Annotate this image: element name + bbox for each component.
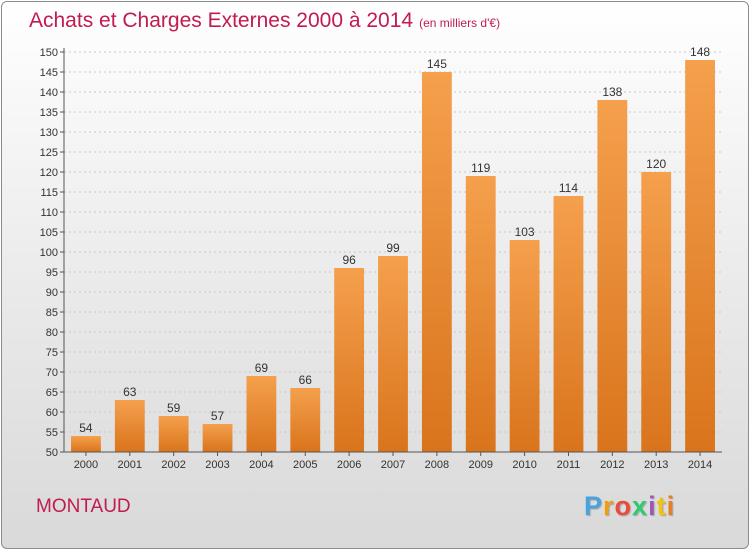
bar <box>509 240 540 452</box>
y-tick-label: 95 <box>46 267 58 279</box>
x-tick-label: 2004 <box>249 459 273 471</box>
data-label: 54 <box>79 421 93 435</box>
data-label: 57 <box>211 409 225 423</box>
x-tick-label: 2007 <box>381 459 405 471</box>
bar <box>334 268 365 452</box>
y-tick-label: 60 <box>46 407 58 419</box>
data-label: 103 <box>515 225 535 239</box>
y-tick-label: 50 <box>46 447 58 459</box>
x-tick-label: 2014 <box>688 459 712 471</box>
data-label: 69 <box>255 361 269 375</box>
bar <box>685 60 715 452</box>
y-tick-label: 65 <box>46 387 58 399</box>
y-tick-label: 80 <box>46 327 58 339</box>
y-tick-label: 75 <box>46 347 58 359</box>
y-tick-label: 115 <box>40 187 58 199</box>
data-label: 63 <box>123 385 137 399</box>
y-tick-label: 145 <box>40 67 58 79</box>
y-tick-label: 55 <box>46 427 58 439</box>
bar <box>71 436 101 452</box>
x-tick-label: 2009 <box>468 459 492 471</box>
x-tick-label: 2001 <box>118 459 142 471</box>
proxiti-logo: Proxiti <box>584 491 675 522</box>
bar <box>202 424 233 452</box>
labels: 54 63 59 57 69 66 96 99 145 119 103 114 138 120 148 <box>79 45 710 435</box>
y-tick-label: 120 <box>40 167 58 179</box>
y-tick-label: 70 <box>46 367 58 379</box>
x-tick-label: 2008 <box>425 459 449 471</box>
x-tick-label: 2010 <box>512 459 536 471</box>
x-tick-label: 2000 <box>74 459 98 471</box>
x-tick-label: 2011 <box>557 459 581 471</box>
bar <box>114 400 145 452</box>
y-tick-label: 150 <box>40 47 58 59</box>
chart-title: Achats et Charges Externes 2000 à 2014 (e… <box>29 9 500 33</box>
y-tick-label: 125 <box>40 147 58 159</box>
data-label: 120 <box>646 157 666 171</box>
bar <box>641 172 672 452</box>
y-tick-label: 130 <box>40 127 58 139</box>
data-label: 119 <box>471 161 490 175</box>
chart-title-text: Achats et Charges Externes 2000 à 2014 <box>29 9 414 32</box>
x-tick-label: 2006 <box>337 459 361 471</box>
data-label: 145 <box>427 57 447 71</box>
bar <box>597 100 628 452</box>
y-tick-label: 105 <box>40 227 58 239</box>
data-label: 66 <box>299 373 313 387</box>
y-tick-label: 90 <box>46 287 58 299</box>
bar <box>290 388 321 452</box>
x-tick-label: 2005 <box>293 459 317 471</box>
bar <box>158 416 189 452</box>
logo-letter: i <box>648 491 657 521</box>
y-tick-label: 135 <box>40 107 58 119</box>
bars <box>71 60 715 452</box>
data-label: 148 <box>690 45 710 59</box>
bar <box>465 176 496 452</box>
bar <box>246 376 277 452</box>
data-label: 138 <box>602 85 622 99</box>
commune-name: MONTAUD <box>36 496 131 517</box>
x-tick-label: 2003 <box>205 459 229 471</box>
data-label: 96 <box>342 253 356 267</box>
x-tick-label: 2012 <box>600 459 624 471</box>
y-tick-label: 110 <box>40 207 58 219</box>
data-label: 114 <box>559 181 578 195</box>
x-tick-label: 2002 <box>161 459 185 471</box>
logo-letter: r <box>603 491 615 521</box>
data-label: 59 <box>167 401 181 415</box>
chart-subtitle: (en milliers d'€) <box>419 16 501 30</box>
y-tick-label: 140 <box>40 87 58 99</box>
axes: 50 55 60 65 70 75 80 85 90 95 100 105 110 115 120 125 13… <box>40 47 722 471</box>
y-tick-label: 100 <box>40 247 58 259</box>
bar <box>421 72 452 452</box>
logo-letter: o <box>614 491 633 521</box>
bar <box>553 196 584 452</box>
bar <box>378 256 408 452</box>
logo-letter: i <box>666 491 676 521</box>
data-label: 99 <box>386 241 400 255</box>
logo-letter: x <box>632 491 649 521</box>
x-tick-label: 2013 <box>644 459 668 471</box>
logo-letter: t <box>656 491 667 521</box>
y-tick-label: 85 <box>46 307 58 319</box>
logo-letter: P <box>584 491 604 521</box>
